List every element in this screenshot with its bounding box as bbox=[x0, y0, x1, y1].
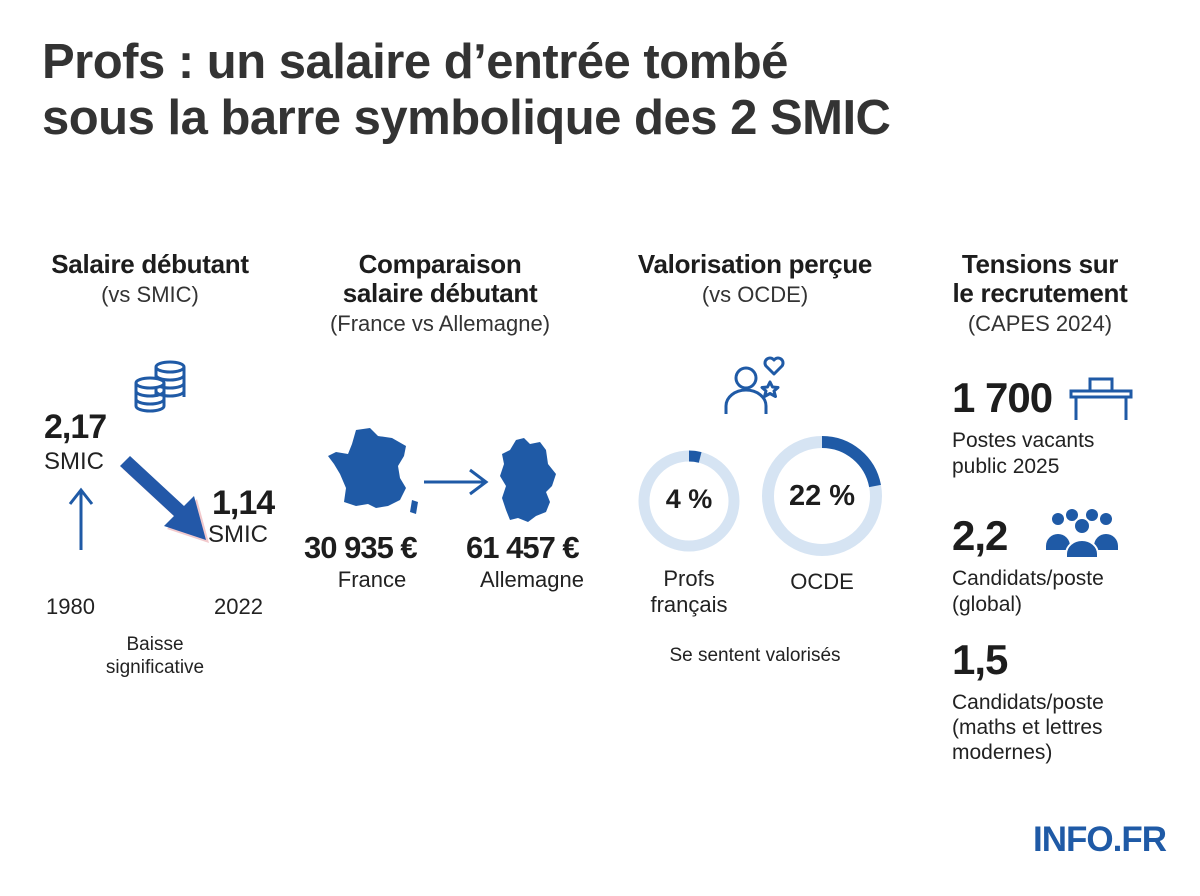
germany-label: Allemagne bbox=[480, 567, 584, 592]
desk-icon bbox=[1068, 376, 1134, 422]
col2-heading-line2: salaire débutant bbox=[342, 278, 538, 308]
arrow-down-icon bbox=[110, 452, 220, 548]
france-label: France bbox=[337, 567, 407, 592]
stat3-value: 1,5 bbox=[952, 636, 1008, 683]
col1-caption: Baisse significative bbox=[80, 633, 230, 679]
germany-amount: 61 457 € bbox=[466, 530, 580, 565]
ring-ocde bbox=[760, 434, 884, 558]
unit-1980: SMIC bbox=[44, 448, 104, 475]
group-people-icon bbox=[1044, 506, 1120, 558]
unit-2022: SMIC bbox=[208, 521, 268, 548]
col1-heading: Salaire débutant bbox=[51, 249, 249, 279]
col4-heading-line2: le recrutement bbox=[952, 278, 1128, 308]
stat3-desc: Candidats/poste (maths et lettres modern… bbox=[952, 690, 1104, 765]
col3-header: Valorisation perçue (vs OCDE) bbox=[612, 250, 898, 309]
pct-profs: 4 % bbox=[665, 484, 713, 514]
profs-label-line1: Profs bbox=[663, 566, 715, 591]
germany-map-icon bbox=[498, 436, 558, 524]
col1-caption-line2: significative bbox=[105, 657, 205, 678]
stat2-value: 2,2 bbox=[952, 512, 1008, 559]
coins-stack-icon bbox=[130, 358, 190, 414]
year-end: 2022 bbox=[214, 594, 263, 619]
person-heart-star-icon bbox=[720, 352, 786, 418]
col2-heading-line1: Comparaison bbox=[358, 249, 522, 279]
value-2022: 1,14 bbox=[212, 484, 275, 522]
col1-header: Salaire débutant (vs SMIC) bbox=[20, 250, 280, 309]
year-start: 1980 bbox=[46, 594, 95, 619]
france-amount: 30 935 € bbox=[304, 530, 418, 565]
ocde-label: OCDE bbox=[790, 569, 854, 594]
brand-logo: INFO.FR bbox=[1033, 820, 1167, 859]
col4-heading-line1: Tensions sur bbox=[961, 249, 1119, 279]
ring-profs-fill bbox=[638, 450, 740, 552]
col3-caption: Se sentent valorisés bbox=[669, 645, 841, 666]
stat3-line2: (maths et lettres bbox=[952, 716, 1103, 739]
stat2-line1: Candidats/poste bbox=[952, 567, 1104, 590]
stat1-value: 1 700 bbox=[952, 374, 1053, 421]
ring-profs-francais bbox=[636, 448, 742, 554]
col2-header: Comparaison salaire débutant (France vs … bbox=[300, 250, 580, 338]
col3-subheading: (vs OCDE) bbox=[701, 282, 809, 307]
stat3-line3: modernes) bbox=[952, 741, 1053, 764]
title-line-2: sous la barre symbolique des 2 SMIC bbox=[42, 91, 891, 145]
stat1-line2: public 2025 bbox=[952, 455, 1060, 478]
stat2-desc: Candidats/poste (global) bbox=[952, 566, 1104, 618]
stat1-desc: Postes vacants public 2025 bbox=[952, 428, 1094, 480]
col4-header: Tensions sur le recrutement (CAPES 2024) bbox=[920, 250, 1160, 338]
arrow-up-icon bbox=[66, 486, 96, 552]
profs-label-line2: français bbox=[650, 592, 728, 617]
stat2-line2: (global) bbox=[952, 593, 1023, 616]
arrow-right-icon bbox=[422, 464, 492, 500]
profs-label: Profs français bbox=[628, 566, 750, 618]
stat3-line1: Candidats/poste bbox=[952, 691, 1104, 714]
title-line-1: Profs : un salaire d’entrée tombé bbox=[42, 35, 788, 89]
stat1-line1: Postes vacants bbox=[952, 429, 1095, 452]
col3-heading: Valorisation perçue bbox=[637, 249, 873, 279]
ring-ocde-fill bbox=[762, 436, 882, 556]
value-1980: 2,17 bbox=[44, 408, 107, 446]
pct-ocde: 22 % bbox=[788, 480, 856, 512]
col1-caption-line1: Baisse bbox=[126, 634, 184, 655]
france-map-icon bbox=[326, 426, 422, 518]
col4-subheading: (CAPES 2024) bbox=[967, 311, 1113, 336]
page-title: Profs : un salaire d’entrée tombé sous l… bbox=[42, 34, 1162, 146]
col1-subheading: (vs SMIC) bbox=[101, 282, 199, 307]
col2-subheading: (France vs Allemagne) bbox=[329, 311, 551, 336]
